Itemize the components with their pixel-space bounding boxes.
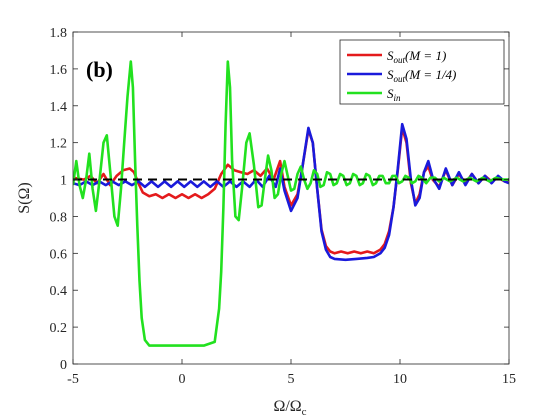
- legend-label-main: S: [387, 86, 394, 101]
- legend: Sout(M = 1)Sout(M = 1/4)Sin: [339, 39, 505, 105]
- y-tick-label: 0.8: [50, 210, 68, 225]
- panel-label: (b): [86, 57, 113, 82]
- y-tick-label: 1.2: [50, 137, 68, 152]
- y-tick-label: 1.4: [50, 100, 68, 115]
- x-axis-label: Ω/Ωc: [273, 398, 306, 418]
- series-layer: [73, 60, 509, 347]
- legend-label-0: Sout(M = 1): [387, 48, 446, 65]
- y-tick-label: 1.6: [50, 63, 68, 78]
- y-tick-label: 0.4: [50, 284, 68, 299]
- y-tick-label: 0: [60, 358, 67, 373]
- legend-label-main: S: [387, 48, 394, 63]
- x-tick-label: 15: [502, 372, 516, 387]
- x-tick-label: 0: [179, 372, 186, 387]
- x-axis-label-main: Ω/Ω: [273, 398, 301, 415]
- x-tick-label: -5: [67, 372, 79, 387]
- y-tick-label: 1.8: [50, 26, 68, 41]
- y-axis-label: S(Ω): [16, 182, 33, 213]
- legend-label-tail: (M = 1/4): [405, 67, 456, 82]
- legend-label-main: S: [387, 67, 394, 82]
- y-tick-label: 0.6: [50, 247, 68, 262]
- x-axis-label-sub: c: [302, 406, 307, 418]
- legend-label-2: Sin: [387, 86, 401, 103]
- x-tick-label: 10: [393, 372, 407, 387]
- legend-label-tail: (M = 1): [405, 48, 446, 63]
- x-tick-label: 5: [288, 372, 295, 387]
- series-line-2: [73, 60, 509, 347]
- y-tick-label: 0.2: [50, 321, 68, 336]
- legend-label-sub: in: [394, 93, 402, 103]
- legend-label-sub: out: [394, 74, 406, 84]
- y-tick-label: 1: [60, 174, 67, 189]
- legend-label-sub: out: [394, 55, 406, 65]
- legend-label-1: Sout(M = 1/4): [387, 67, 456, 84]
